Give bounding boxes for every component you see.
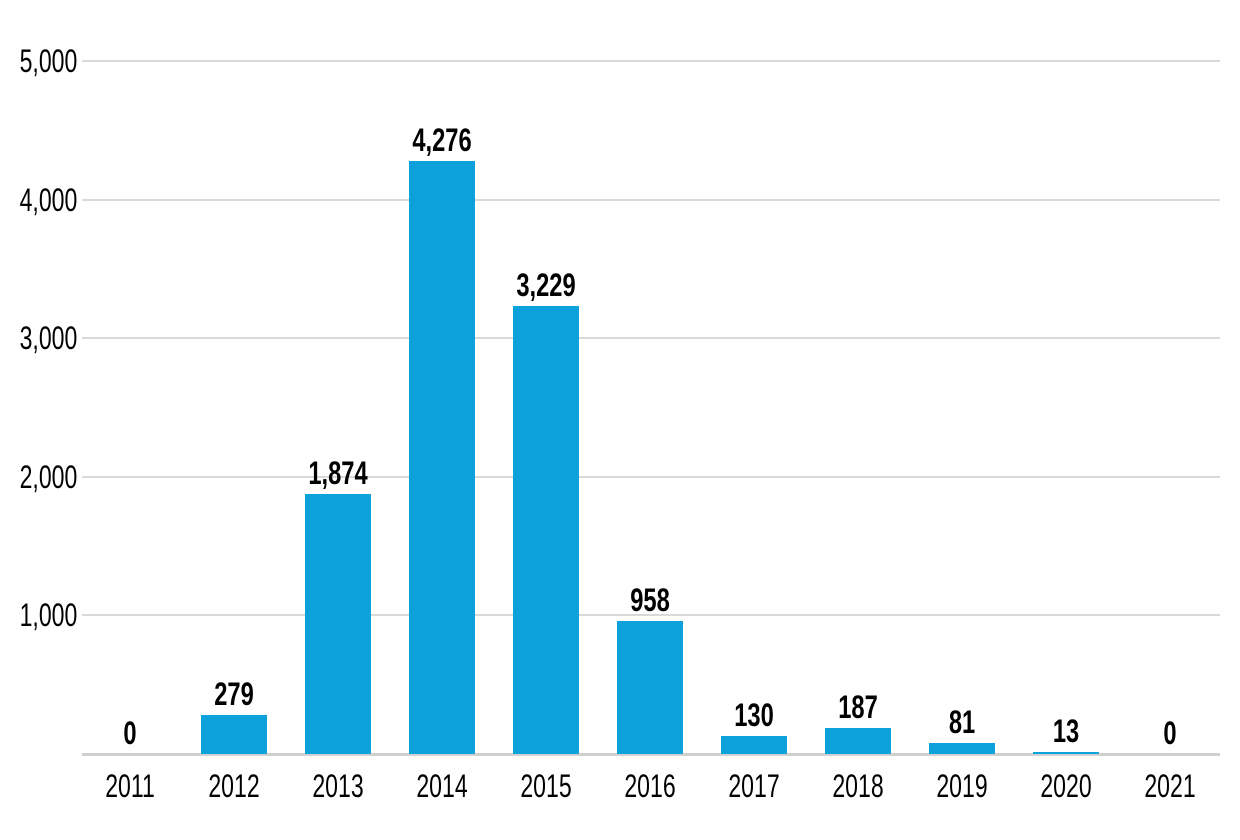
x-tick-label-2019: 2019 — [936, 768, 988, 804]
gridline — [82, 614, 1220, 617]
bar-2019 — [929, 742, 995, 754]
x-tick-label-2011: 2011 — [105, 768, 155, 804]
y-tick-label: 2,000 — [19, 458, 78, 495]
x-tick-label-2015: 2015 — [520, 768, 572, 804]
x-tick-label-2013: 2013 — [312, 768, 364, 804]
y-tick-label: 1,000 — [19, 597, 78, 634]
x-tick-label-2020: 2020 — [1040, 768, 1092, 804]
bar-2014 — [409, 161, 475, 754]
value-label-2017: 130 — [734, 696, 774, 733]
x-tick-label-2014: 2014 — [416, 768, 468, 804]
value-label-2020: 13 — [1052, 713, 1080, 749]
bar-2016 — [617, 621, 683, 754]
value-label-2013: 1,874 — [308, 455, 368, 492]
x-tick-label-2021: 2021 — [1144, 768, 1196, 804]
value-label-2014: 4,276 — [412, 122, 472, 159]
value-label-2012: 279 — [214, 676, 254, 713]
value-label-2016: 958 — [630, 582, 670, 619]
y-tick-label: 5,000 — [19, 43, 78, 79]
value-label-2018: 187 — [838, 689, 878, 726]
x-tick-label-2017: 2017 — [728, 768, 780, 804]
x-axis-line — [82, 753, 1220, 756]
x-tick-label-2018: 2018 — [832, 768, 884, 804]
x-tick-label-2016: 2016 — [624, 768, 676, 804]
bar-2012 — [201, 715, 267, 754]
gridline — [82, 475, 1220, 478]
bar-2017 — [721, 735, 787, 754]
value-label-2015: 3,229 — [516, 267, 576, 304]
y-tick-label: 3,000 — [19, 320, 78, 357]
value-label-2021: 0 — [1163, 715, 1177, 751]
bar-2018 — [825, 728, 891, 754]
bar-2020 — [1033, 752, 1099, 754]
gridline — [82, 60, 1220, 62]
bar-2013 — [305, 494, 371, 754]
value-label-2011: 0 — [123, 715, 137, 751]
y-tick-label: 4,000 — [19, 181, 78, 218]
x-tick-label-2012: 2012 — [208, 768, 260, 804]
gridline — [82, 198, 1220, 201]
gridline — [82, 337, 1220, 340]
value-label-2019: 81 — [948, 703, 976, 740]
bar-2015 — [513, 306, 579, 754]
